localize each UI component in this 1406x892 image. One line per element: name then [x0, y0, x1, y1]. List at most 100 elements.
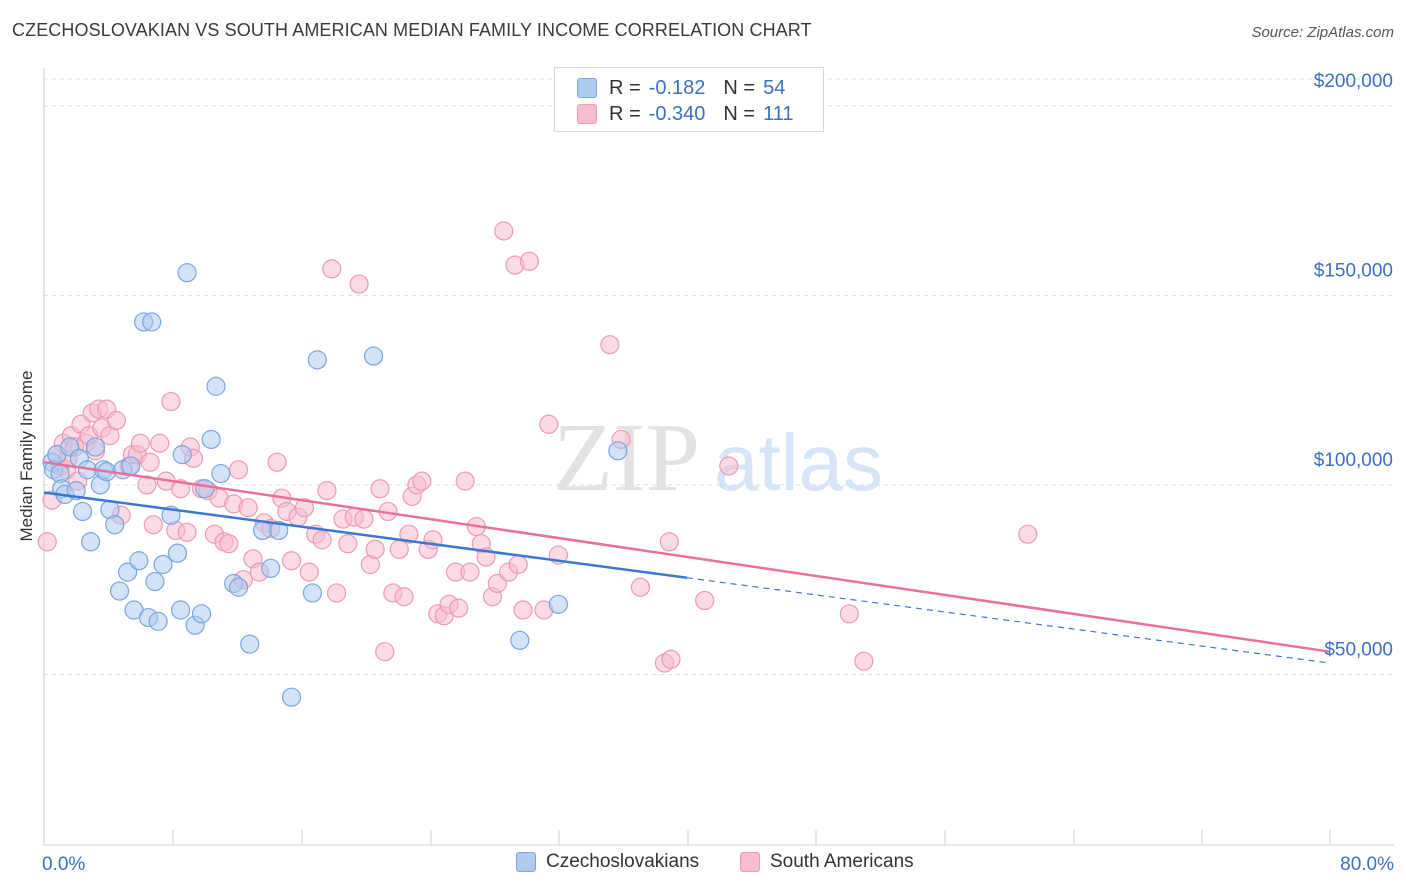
legend-r-label: R =	[609, 76, 641, 99]
south-american-point	[349, 274, 369, 294]
south-american-point	[137, 475, 157, 495]
czechoslovakian-point	[145, 571, 165, 592]
south-american-point	[394, 587, 414, 607]
czechoslovakian-point	[302, 583, 323, 603]
south-american-point	[150, 433, 170, 453]
czechoslovakian-point	[81, 532, 101, 552]
south-american-point	[317, 481, 337, 501]
bottom-legend-swatch-blue	[516, 852, 536, 872]
czechoslovakian-point	[129, 551, 149, 571]
legend-swatch-pink	[577, 104, 597, 124]
x-tick-label-min: 0.0%	[42, 854, 85, 875]
legend-row-czechoslovakians: R = -0.182 N = 54	[577, 75, 785, 101]
czechoslovakian-point	[153, 554, 173, 575]
legend: R = -0.182 N = 54 R = -0.340 N = 111	[554, 67, 824, 132]
czechoslovakian-point	[171, 600, 191, 620]
legend-n-value: 54	[763, 76, 786, 99]
south-american-point	[326, 583, 347, 603]
bottom-legend-czechoslovakians: Czechoslovakians	[516, 851, 699, 873]
south-american-point	[299, 562, 319, 582]
south-american-point	[661, 649, 681, 669]
czechoslovakian-point	[240, 634, 260, 654]
axes	[43, 68, 1394, 846]
south-americans-trend-line	[43, 460, 1331, 653]
czechoslovakian-point	[177, 263, 197, 283]
czechoslovakian-point	[117, 562, 138, 582]
trend-lines	[43, 460, 1331, 664]
bottom-legend-south-americans: South Americans	[740, 851, 914, 873]
watermark-zip: ZIP	[553, 404, 700, 512]
south-american-point	[281, 551, 302, 571]
czechoslovakian-point	[121, 456, 141, 476]
y-axis-title: Median Family Income	[17, 370, 36, 541]
south-american-point	[630, 577, 650, 597]
bottom-legend-label: South Americans	[770, 851, 914, 872]
south-american-point	[412, 471, 432, 491]
czechoslovakian-point	[167, 543, 188, 563]
south-american-point	[1018, 524, 1038, 544]
south-american-point	[219, 534, 239, 554]
south-american-point	[449, 598, 469, 618]
x-tick-marks	[43, 830, 1331, 845]
czechoslovakian-point	[253, 520, 273, 541]
czechoslovakian-point	[109, 581, 130, 601]
south-american-point	[719, 456, 739, 476]
south-american-point	[519, 251, 540, 271]
czechoslovakian-point	[105, 515, 125, 535]
bottom-legend-swatch-pink	[740, 852, 760, 872]
czechoslovakian-point	[510, 630, 530, 650]
y-tick-label: $200,000	[1314, 71, 1393, 92]
legend-r-label: R =	[609, 102, 641, 125]
legend-n-label: N =	[723, 102, 756, 125]
south-american-point	[455, 471, 475, 491]
czechoslovakian-point	[228, 577, 249, 597]
czechoslovakian-point	[72, 501, 93, 522]
south-american-point	[338, 534, 358, 554]
legend-n-label: N =	[723, 76, 756, 99]
y-tick-label: $150,000	[1314, 260, 1393, 281]
south-american-point	[322, 259, 342, 279]
bottom-legend-label: Czechoslovakians	[546, 851, 700, 872]
czechoslovakian-point	[191, 604, 212, 624]
south-american-point	[161, 391, 181, 412]
czechoslovakian-point	[85, 437, 106, 457]
south-american-point	[508, 554, 528, 575]
legend-r-value: -0.340	[648, 102, 706, 125]
south-american-point	[267, 452, 287, 472]
south-american-point	[399, 524, 419, 544]
south-american-point	[370, 479, 390, 499]
south-american-point	[140, 452, 160, 472]
czechoslovakian-point	[206, 376, 226, 396]
czechoslovakian-point	[363, 346, 384, 366]
south-american-point	[37, 532, 57, 552]
legend-swatch-blue	[577, 78, 597, 98]
y-tick-label: $100,000	[1314, 450, 1393, 471]
south-american-point	[354, 509, 374, 529]
south-american-point	[487, 573, 507, 594]
south-american-point	[695, 590, 715, 611]
watermark: ZIP atlas	[553, 404, 883, 512]
south-american-point	[375, 642, 395, 662]
south-american-point	[238, 498, 258, 518]
south-american-point	[494, 221, 514, 241]
south-american-point	[130, 433, 151, 453]
czechoslovakian-point	[281, 687, 302, 707]
south-american-point	[460, 562, 480, 582]
y-tick-labels: $50,000 $100,000 $150,000 $200,000	[1314, 71, 1393, 661]
south-american-point	[539, 414, 559, 434]
south-american-point	[513, 600, 533, 620]
south-american-point	[294, 498, 315, 518]
south-americans-points	[37, 221, 1038, 673]
czechoslovakian-point	[211, 463, 231, 484]
czechoslovakian-point	[201, 429, 221, 450]
south-american-point	[839, 604, 859, 624]
chart-title: CZECHOSLOVAKIAN VS SOUTH AMERICAN MEDIAN…	[12, 20, 812, 40]
y-tick-label: $50,000	[1324, 639, 1393, 660]
south-american-point	[365, 539, 385, 559]
watermark-atlas: atlas	[714, 418, 883, 507]
south-american-point	[854, 651, 874, 671]
czechoslovakian-point	[261, 558, 281, 578]
czechoslovakian-point	[195, 479, 215, 499]
south-american-point	[228, 460, 249, 480]
south-american-point	[600, 335, 620, 355]
